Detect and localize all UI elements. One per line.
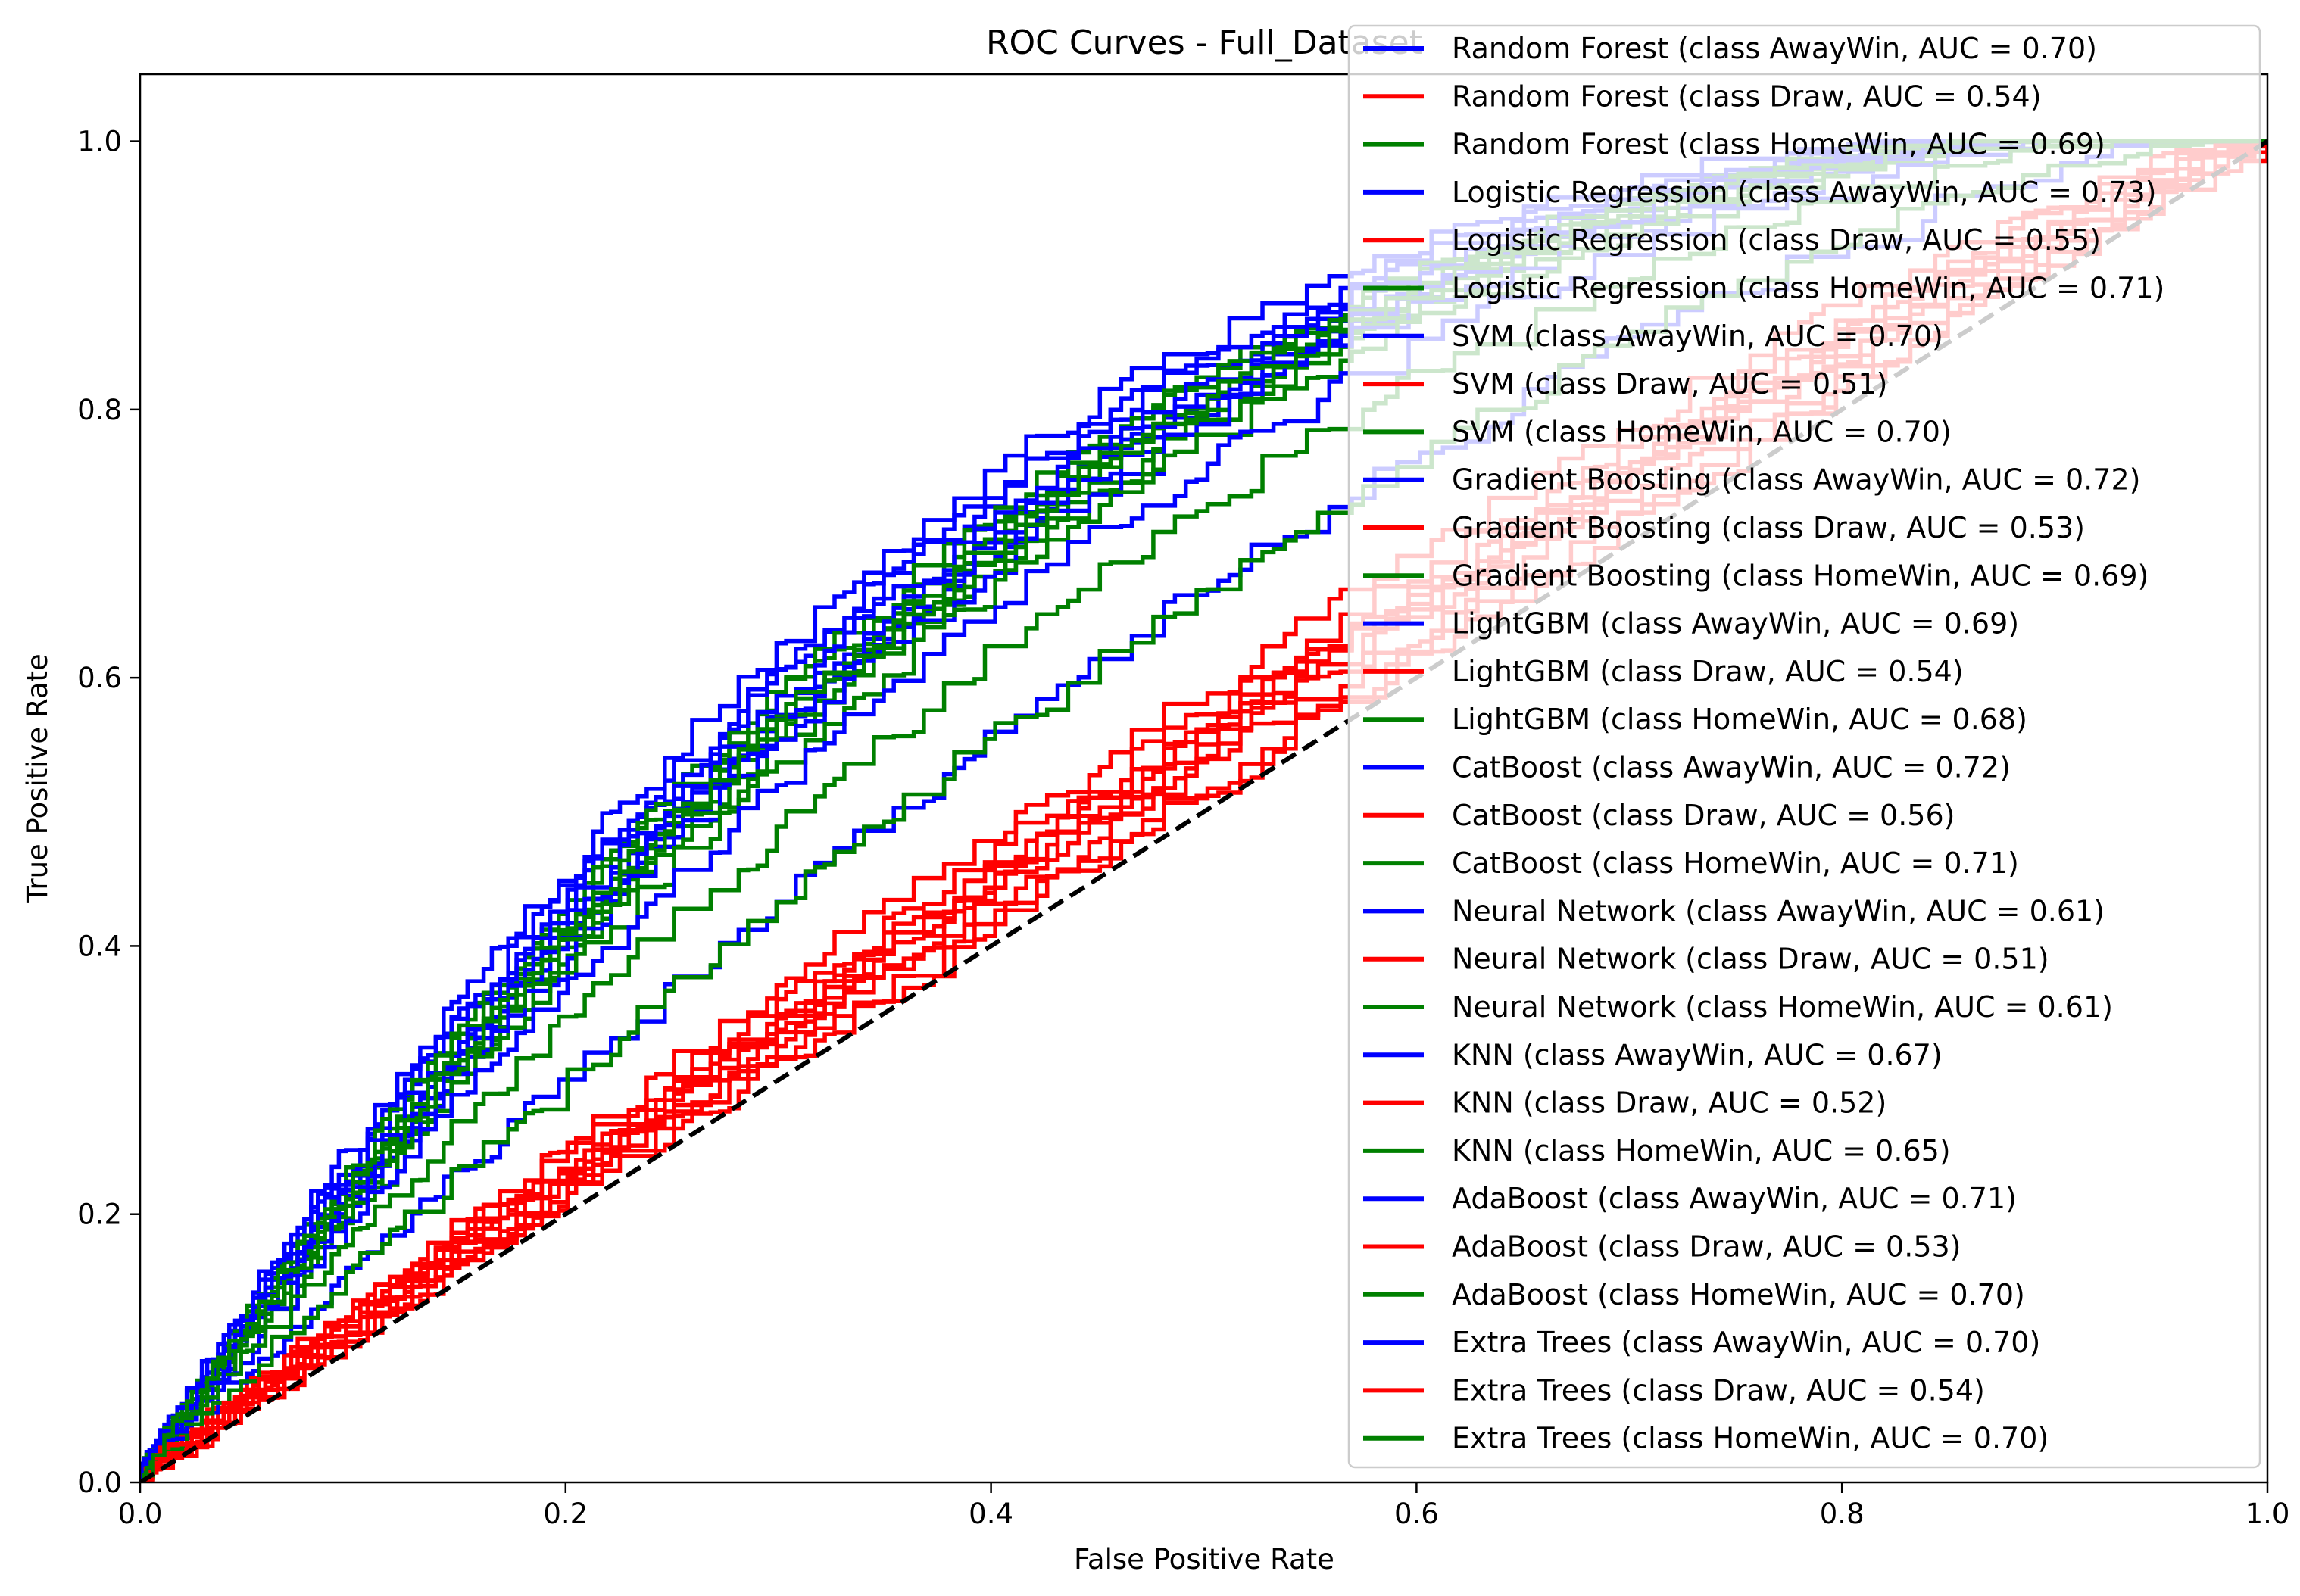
y-tick-label: 0.2	[77, 1199, 122, 1231]
legend-label: Neural Network (class HomeWin, AUC = 0.6…	[1452, 990, 2113, 1024]
legend-label: CatBoost (class HomeWin, AUC = 0.71)	[1452, 846, 2019, 880]
y-tick-label: 1.0	[77, 126, 122, 158]
x-axis-label: False Positive Rate	[1074, 1543, 1334, 1576]
legend-label: AdaBoost (class Draw, AUC = 0.53)	[1452, 1230, 1961, 1264]
y-tick-label: 0.8	[77, 394, 122, 426]
legend-label: LightGBM (class Draw, AUC = 0.54)	[1452, 655, 1964, 688]
legend-label: KNN (class AwayWin, AUC = 0.67)	[1452, 1038, 1943, 1071]
legend-label: Random Forest (class HomeWin, AUC = 0.69…	[1452, 128, 2105, 161]
legend-label: Logistic Regression (class HomeWin, AUC …	[1452, 272, 2164, 305]
legend-label: Gradient Boosting (class AwayWin, AUC = …	[1452, 463, 2140, 497]
x-tick-label: 0.8	[1820, 1498, 1865, 1530]
x-axis-ticks: 0.0 0.2 0.4 0.6 0.8 1.0	[118, 1482, 2290, 1530]
legend-label: KNN (class Draw, AUC = 0.52)	[1452, 1086, 1886, 1120]
legend-label: CatBoost (class Draw, AUC = 0.56)	[1452, 799, 1955, 832]
legend-label: Random Forest (class Draw, AUC = 0.54)	[1452, 79, 2042, 113]
legend-label: Extra Trees (class Draw, AUC = 0.54)	[1452, 1373, 1985, 1407]
legend-label: Neural Network (class AwayWin, AUC = 0.6…	[1452, 894, 2105, 927]
legend-label: SVM (class Draw, AUC = 0.51)	[1452, 367, 1887, 401]
legend-label: AdaBoost (class HomeWin, AUC = 0.70)	[1452, 1278, 2025, 1311]
plot-frame	[139, 73, 2269, 1484]
legend-label: Gradient Boosting (class Draw, AUC = 0.5…	[1452, 511, 2085, 544]
y-axis-label: True Positive Rate	[21, 653, 54, 904]
y-tick-label: 0.0	[77, 1467, 122, 1499]
x-tick-label: 0.0	[118, 1498, 163, 1530]
legend-label: SVM (class AwayWin, AUC = 0.70)	[1452, 320, 1943, 353]
legend-label: Logistic Regression (class AwayWin, AUC …	[1452, 176, 2156, 209]
legend-box	[1347, 24, 2261, 1469]
y-tick-label: 0.4	[77, 930, 122, 962]
legend-label: Gradient Boosting (class HomeWin, AUC = …	[1452, 559, 2149, 592]
legend-label: LightGBM (class HomeWin, AUC = 0.68)	[1452, 703, 2027, 736]
x-tick-label: 0.6	[1394, 1498, 1439, 1530]
legend-label: KNN (class HomeWin, AUC = 0.65)	[1452, 1134, 1951, 1167]
legend-label: Logistic Regression (class Draw, AUC = 0…	[1452, 223, 2101, 257]
legend-label: LightGBM (class AwayWin, AUC = 0.69)	[1452, 607, 2019, 641]
y-axis-ticks: 0.0 0.2 0.4 0.6 0.8 1.0	[77, 126, 140, 1499]
x-tick-label: 0.2	[543, 1498, 588, 1530]
legend: Random Forest (class AwayWin, AUC = 0.70…	[1347, 24, 2261, 1469]
legend-label: AdaBoost (class AwayWin, AUC = 0.71)	[1452, 1182, 2017, 1215]
y-tick-label: 0.6	[77, 662, 122, 694]
legend-label: Extra Trees (class HomeWin, AUC = 0.70)	[1452, 1422, 2049, 1455]
legend-label: CatBoost (class AwayWin, AUC = 0.72)	[1452, 751, 2011, 784]
x-tick-label: 1.0	[2245, 1498, 2290, 1530]
legend-label: Neural Network (class Draw, AUC = 0.51)	[1452, 943, 2049, 976]
legend-label: SVM (class HomeWin, AUC = 0.70)	[1452, 415, 1952, 448]
x-tick-label: 0.4	[969, 1498, 1013, 1530]
chance-diagonal-line	[140, 139, 2267, 1482]
legend-label: Extra Trees (class AwayWin, AUC = 0.70)	[1452, 1326, 2040, 1359]
legend-label: Random Forest (class AwayWin, AUC = 0.70…	[1452, 32, 2097, 65]
